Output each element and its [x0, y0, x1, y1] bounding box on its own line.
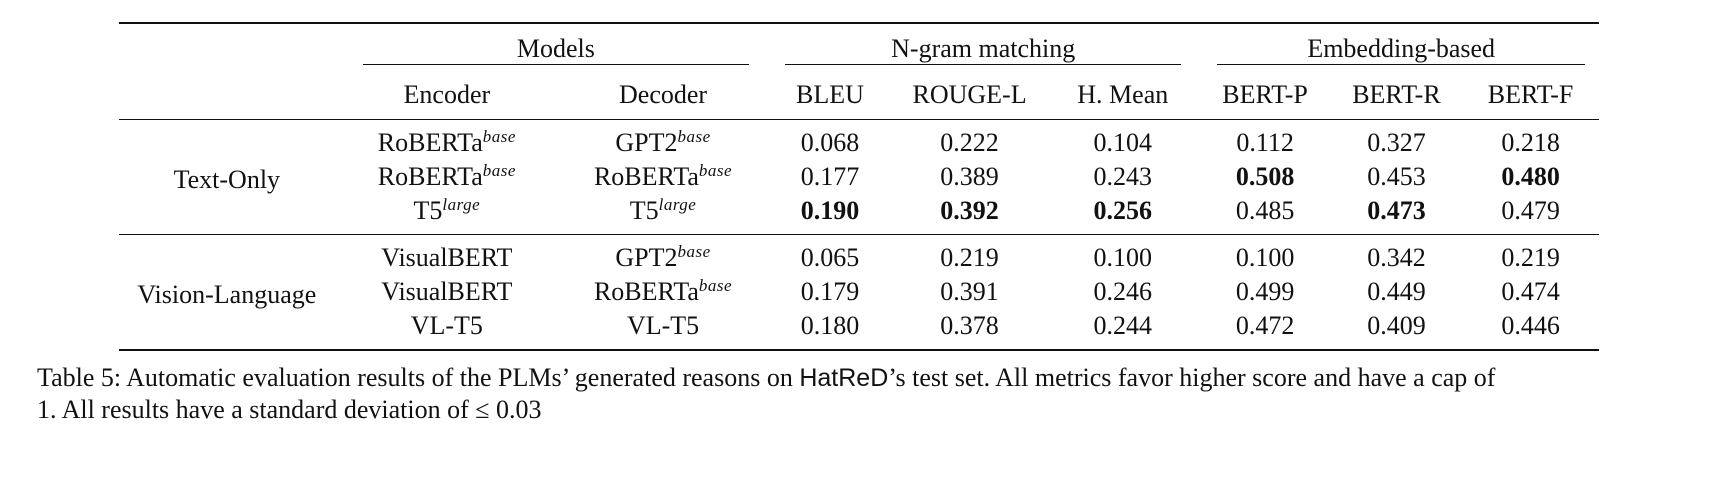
bleu-cell: 0.180 [800, 311, 860, 340]
section-label-text-only: Text-Only [173, 165, 281, 194]
bertr-cell-best: 0.473 [1367, 196, 1426, 225]
bertp-cell: 0.499 [1235, 277, 1295, 306]
encoder-cell: T5large [413, 195, 481, 225]
bertf-cell: 0.219 [1501, 243, 1560, 272]
decoder-cell: GPT2base [615, 242, 711, 272]
rouge-cell: 0.378 [940, 311, 999, 340]
decoder-cell: RoBERTabase [593, 161, 733, 191]
caption-text: ’s test set. All metrics favor higher sc… [888, 363, 1496, 392]
bertr-cell: 0.449 [1367, 277, 1426, 306]
results-table: Models N-gram matching Embedding-based E… [119, 22, 1599, 351]
caption-text: Table 5: Automatic evaluation results of… [37, 363, 800, 392]
encoder-cell: RoBERTabase [377, 127, 516, 157]
vision-language-section: Vision-Language VisualBERT GPT2base 0.06… [119, 234, 1599, 350]
col-rouge-l: ROUGE-L [912, 80, 1027, 109]
bleu-cell: 0.068 [800, 128, 860, 157]
hmean-cell: 0.243 [1093, 162, 1153, 191]
bleu-cell: 0.065 [800, 243, 860, 272]
dataset-name: HatReD [799, 364, 889, 392]
table-row: RoBERTabase RoBERTabase 0.177 0.389 0.24… [119, 160, 1599, 194]
bertp-cell: 0.100 [1235, 243, 1295, 272]
bertf-cell: 0.479 [1501, 196, 1560, 225]
bleu-cell-best: 0.190 [800, 196, 860, 225]
rouge-cell: 0.219 [940, 243, 999, 272]
bertp-cell: 0.485 [1235, 196, 1295, 225]
hmean-cell: 0.244 [1093, 311, 1153, 340]
bertp-cell: 0.112 [1236, 128, 1294, 157]
table-row: Text-Only RoBERTabase GPT2base 0.068 0.2… [119, 119, 1599, 194]
bertr-cell: 0.327 [1367, 128, 1426, 157]
hmean-cell: 0.104 [1093, 128, 1153, 157]
results-table-container: Models N-gram matching Embedding-based E… [119, 22, 1599, 351]
caption-text: 1. All results have a standard deviation… [37, 395, 542, 424]
encoder-cell: VL-T5 [410, 311, 483, 340]
col-bleu: BLEU [796, 80, 864, 109]
col-bert-p: BERT-P [1222, 80, 1308, 109]
rouge-cell: 0.389 [940, 162, 999, 191]
encoder-cell: VisualBERT [381, 243, 513, 272]
rouge-cell-best: 0.392 [940, 196, 999, 225]
section-label-vision-language: Vision-Language [137, 280, 317, 309]
bertr-cell: 0.409 [1367, 311, 1426, 340]
decoder-cell: VL-T5 [626, 311, 700, 340]
embedding-group-header: Embedding-based [1199, 23, 1599, 73]
table-row: T5large T5large 0.190 0.392 0.256 0.485 … [119, 194, 1599, 235]
rouge-cell: 0.391 [940, 277, 999, 306]
col-bert-f: BERT-F [1487, 80, 1574, 109]
bleu-cell: 0.177 [800, 162, 860, 191]
bertf-cell-best: 0.480 [1501, 162, 1560, 191]
table-row: Vision-Language VisualBERT GPT2base 0.06… [119, 234, 1599, 309]
encoder-cell: VisualBERT [381, 277, 513, 306]
bertr-cell: 0.342 [1367, 243, 1426, 272]
table-row: VisualBERT RoBERTabase 0.179 0.391 0.246… [119, 275, 1599, 309]
col-decoder: Decoder [619, 80, 708, 109]
bertf-cell: 0.474 [1501, 277, 1560, 306]
col-encoder: Encoder [403, 80, 491, 109]
bertp-cell: 0.472 [1235, 311, 1295, 340]
encoder-cell: RoBERTabase [377, 161, 516, 191]
decoder-cell: GPT2base [615, 127, 711, 157]
table-row: VL-T5 VL-T5 0.180 0.378 0.244 0.472 0.40… [119, 309, 1599, 350]
decoder-cell: RoBERTabase [593, 276, 733, 306]
hmean-cell: 0.100 [1093, 243, 1153, 272]
bertf-cell: 0.218 [1501, 128, 1560, 157]
table-caption: Table 5: Automatic evaluation results of… [37, 362, 1687, 426]
bertp-cell-best: 0.508 [1235, 162, 1295, 191]
models-group-header: Models [335, 23, 767, 73]
column-header-row: Encoder Decoder BLEU ROUGE-L H. Mean BER… [119, 73, 1599, 120]
bertf-cell: 0.446 [1501, 311, 1560, 340]
group-header-row: Models N-gram matching Embedding-based [119, 23, 1599, 73]
bertr-cell: 0.453 [1367, 162, 1426, 191]
col-bert-r: BERT-R [1352, 80, 1441, 109]
text-only-section: Text-Only RoBERTabase GPT2base 0.068 0.2… [119, 119, 1599, 235]
hmean-cell: 0.246 [1093, 277, 1153, 306]
rouge-cell: 0.222 [940, 128, 999, 157]
decoder-cell: T5large [629, 195, 697, 225]
col-h-mean: H. Mean [1077, 80, 1169, 109]
hmean-cell-best: 0.256 [1093, 196, 1153, 225]
bleu-cell: 0.179 [800, 277, 860, 306]
ngram-group-header: N-gram matching [767, 23, 1199, 73]
